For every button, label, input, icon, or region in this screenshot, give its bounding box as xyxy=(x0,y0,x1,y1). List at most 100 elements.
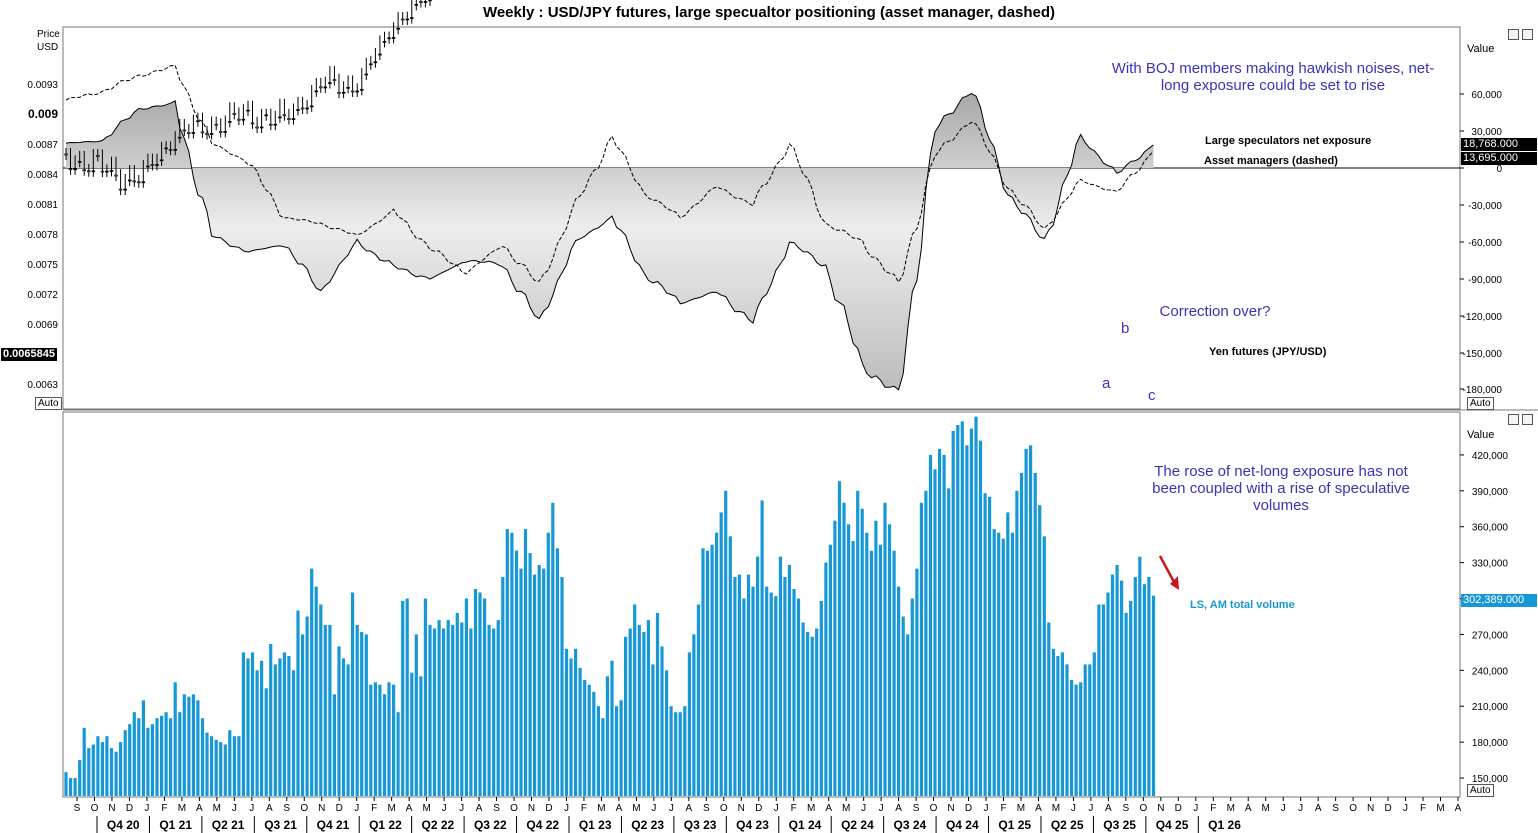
yen-futures-candle xyxy=(173,148,177,151)
yen-futures-candle xyxy=(86,170,91,173)
month-label: N xyxy=(1157,803,1164,814)
volume-bar xyxy=(296,610,300,796)
volume-bar xyxy=(505,529,509,796)
left-tick-label: 0.0075 xyxy=(27,260,58,271)
volume-bar xyxy=(674,712,678,796)
volume-bar xyxy=(278,658,282,796)
yen-futures-candle xyxy=(269,123,273,126)
month-label: N xyxy=(528,803,535,814)
restore-icon-bottom[interactable] xyxy=(1508,414,1519,425)
volume-bar xyxy=(992,529,996,796)
yen-futures-candle xyxy=(109,170,114,172)
volume-bar xyxy=(806,632,810,796)
am-tag: 13,695.000 xyxy=(1461,152,1537,165)
volume-bar xyxy=(1142,584,1146,796)
quarter-label: Q2 24 xyxy=(841,818,874,832)
volume-bar xyxy=(1038,505,1042,796)
yen-futures-candle xyxy=(410,17,414,19)
volume-bar xyxy=(828,544,832,796)
quarter-label: Q4 20 xyxy=(107,818,140,832)
left-axis-title-usd: USD xyxy=(37,42,59,53)
right-tick-label-bottom: 210,000 xyxy=(1472,702,1509,713)
volume-bar xyxy=(187,696,191,796)
auto-button-left[interactable]: Auto xyxy=(35,397,62,410)
auto-button-top-right[interactable]: Auto xyxy=(1467,397,1494,410)
volume-bar xyxy=(596,706,600,796)
volume-bar xyxy=(746,574,751,796)
volume-bar xyxy=(169,718,173,796)
left-tick-label: 0.0072 xyxy=(27,290,58,301)
yen-futures-candle xyxy=(360,88,364,91)
volume-bar xyxy=(610,660,614,796)
volume-bar xyxy=(974,416,978,796)
volume-bar xyxy=(587,684,591,796)
yen-futures-candle xyxy=(246,109,250,112)
month-label: A xyxy=(1455,803,1462,814)
volume-bar xyxy=(173,682,177,796)
month-label: M xyxy=(1227,803,1235,814)
month-label: O xyxy=(91,803,99,814)
volume-bar xyxy=(355,624,359,796)
right-tick-label-bottom: 150,000 xyxy=(1472,774,1509,785)
volume-bar xyxy=(442,628,446,796)
quarter-label: Q1 23 xyxy=(579,818,612,832)
volume-bar xyxy=(542,568,546,796)
volume-bar xyxy=(510,532,514,796)
close-icon-top[interactable] xyxy=(1522,29,1533,40)
yen-futures-candle xyxy=(405,18,410,21)
volume-bar xyxy=(614,706,619,796)
wave-label-a: a xyxy=(1102,375,1111,392)
restore-icon-top[interactable] xyxy=(1508,29,1519,40)
month-label: A xyxy=(196,803,203,814)
right-tick-label-top: -180,000 xyxy=(1463,385,1503,396)
month-label: J xyxy=(1281,803,1286,814)
left-tick-label: 0.009 xyxy=(28,107,58,121)
volume-bar xyxy=(655,612,660,796)
volume-bar xyxy=(469,628,473,796)
yen-futures-candle xyxy=(182,129,187,132)
right-tick-label-top: 0 xyxy=(1496,164,1502,175)
month-label: J xyxy=(249,803,254,814)
volume-bar xyxy=(874,520,878,796)
volume-bar xyxy=(678,712,682,796)
volume-bar xyxy=(1029,445,1033,796)
volume-bar xyxy=(537,565,541,796)
volume-bar xyxy=(692,634,696,796)
volume-bar xyxy=(269,644,273,796)
auto-button-bottom-right[interactable]: Auto xyxy=(1467,784,1494,797)
volume-bar xyxy=(924,490,928,796)
volume-bar xyxy=(742,598,746,796)
yen-futures-candle xyxy=(127,179,132,182)
volume-bar xyxy=(628,628,632,796)
month-label: M xyxy=(1052,803,1060,814)
quarter-label: Q1 21 xyxy=(159,818,192,832)
month-label: F xyxy=(161,803,167,814)
month-label: M xyxy=(178,803,186,814)
left-tick-label: 0.0078 xyxy=(27,230,58,241)
volume-bar xyxy=(291,670,296,796)
volume-bar xyxy=(1056,656,1060,796)
close-icon-bottom[interactable] xyxy=(1522,414,1533,425)
month-label: M xyxy=(842,803,850,814)
wave-label-c: c xyxy=(1148,387,1156,404)
month-label: A xyxy=(685,803,692,814)
left-tick-label: 0.0087 xyxy=(27,140,58,151)
month-label: M xyxy=(632,803,640,814)
month-label: J xyxy=(564,803,569,814)
volume-bar xyxy=(915,568,919,796)
volume-bar xyxy=(919,502,923,796)
volume-bar xyxy=(819,600,823,796)
yen-futures-candle xyxy=(196,120,200,123)
month-label: D xyxy=(755,803,762,814)
quarter-label: Q3 23 xyxy=(684,818,717,832)
annotation-volumes: The rose of net-long exposure has not be… xyxy=(1152,463,1410,514)
yen-futures-candle xyxy=(96,155,100,157)
volume-bar xyxy=(282,652,286,796)
volume-bar xyxy=(715,532,719,796)
left-tick-label: 0.0093 xyxy=(27,80,58,91)
month-label: S xyxy=(1123,803,1130,814)
label-volume: LS, AM total volume xyxy=(1190,599,1295,611)
volume-bar xyxy=(969,428,973,796)
volume-bar xyxy=(1015,490,1019,796)
